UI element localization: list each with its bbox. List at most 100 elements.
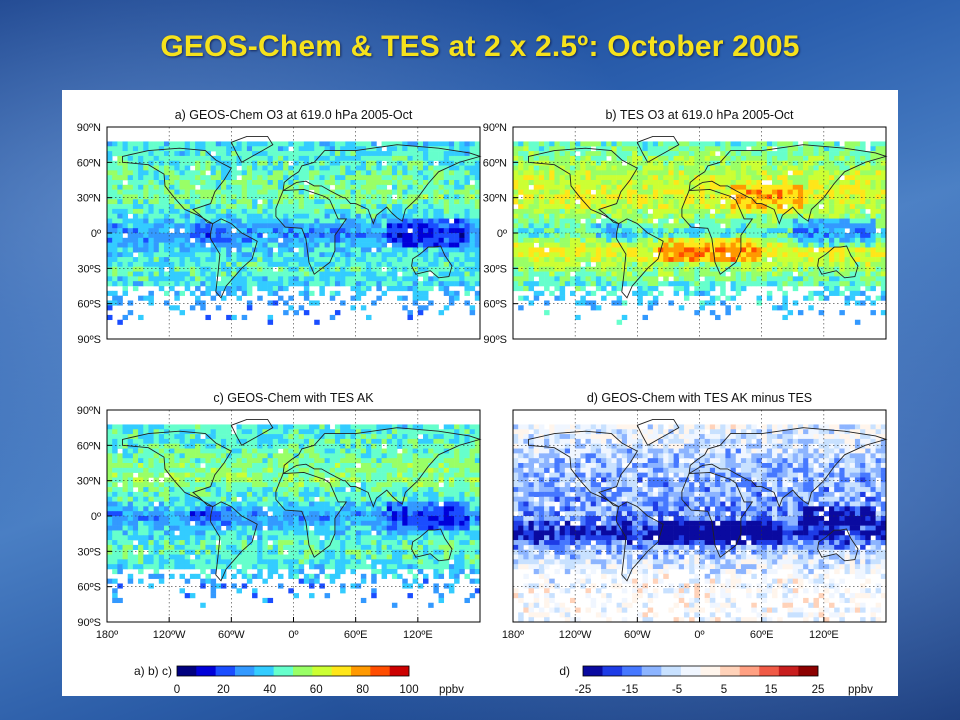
heatmap-cell xyxy=(474,228,481,234)
heatmap-cell xyxy=(360,189,367,195)
heatmap-cell xyxy=(663,160,669,166)
heatmap-cell xyxy=(469,310,476,316)
heatmap-cell xyxy=(215,151,222,157)
heatmap-cell xyxy=(324,424,331,430)
heatmap-cell xyxy=(345,223,351,229)
heatmap-cell xyxy=(647,146,654,152)
heatmap-cell xyxy=(642,314,648,321)
heatmap-cell xyxy=(319,290,325,296)
heatmap-cell xyxy=(428,160,434,166)
heatmap-cell xyxy=(803,295,809,301)
heatmap-cell xyxy=(117,438,123,445)
heatmap-cell xyxy=(448,237,455,243)
heatmap-cell xyxy=(189,424,196,430)
heatmap-cell xyxy=(875,281,882,287)
heatmap-cell xyxy=(132,155,139,162)
heatmap-cell xyxy=(391,199,398,205)
heatmap-cell xyxy=(854,223,861,229)
heatmap-cell xyxy=(668,189,674,195)
heatmap-cell xyxy=(860,141,866,147)
heatmap-cell xyxy=(459,438,465,445)
heatmap-cell xyxy=(709,218,716,224)
heatmap-cell xyxy=(746,237,752,243)
heatmap-cell xyxy=(611,233,617,239)
heatmap-cell xyxy=(854,276,861,282)
heatmap-cell xyxy=(590,237,597,243)
heatmap-cell xyxy=(642,242,648,248)
heatmap-cell xyxy=(423,281,429,287)
heatmap-cell xyxy=(340,281,346,287)
heatmap-cell xyxy=(391,160,398,166)
heatmap-cell xyxy=(241,266,248,272)
heatmap-cell xyxy=(220,170,227,176)
heatmap-cell xyxy=(397,160,403,166)
heatmap-cell xyxy=(616,295,623,301)
y-tick-label: 30ºN xyxy=(483,193,507,205)
heatmap-cell xyxy=(220,218,227,224)
heatmap-cell xyxy=(402,257,408,263)
heatmap-cell xyxy=(127,204,134,210)
heatmap-cell xyxy=(678,180,685,186)
heatmap-cell xyxy=(818,237,825,243)
heatmap-cell xyxy=(360,438,367,445)
heatmap-cell xyxy=(195,175,201,181)
heatmap-cell xyxy=(210,266,217,272)
heatmap-cell xyxy=(246,151,253,157)
heatmap-cell xyxy=(267,314,274,321)
heatmap-cell xyxy=(386,189,393,195)
heatmap-cell xyxy=(875,146,882,152)
heatmap-cell xyxy=(792,151,799,157)
heatmap-cell xyxy=(652,266,659,272)
heatmap-cell xyxy=(611,228,617,234)
heatmap-cell xyxy=(715,228,721,234)
heatmap-cell xyxy=(402,170,408,176)
heatmap-cell xyxy=(469,305,476,311)
heatmap-cell xyxy=(148,429,154,435)
heatmap-cell xyxy=(138,438,144,445)
heatmap-cell xyxy=(528,170,535,176)
heatmap-cell xyxy=(528,175,535,181)
heatmap-cell xyxy=(205,448,211,454)
heatmap-cell xyxy=(735,247,742,253)
heatmap-cell xyxy=(740,242,747,248)
heatmap-cell xyxy=(829,281,835,287)
heatmap-cell xyxy=(792,228,799,234)
heatmap-cell xyxy=(544,213,550,219)
heatmap-cell xyxy=(319,271,325,277)
heatmap-cell xyxy=(663,213,669,219)
heatmap-cell xyxy=(569,180,576,186)
heatmap-cell xyxy=(371,237,377,243)
heatmap-cell xyxy=(257,189,263,195)
heatmap-cell xyxy=(386,443,393,449)
heatmap-cell xyxy=(381,199,388,205)
heatmap-cell xyxy=(391,228,398,234)
heatmap-cell xyxy=(169,160,175,166)
heatmap-cell xyxy=(215,155,222,162)
heatmap-cell xyxy=(849,180,856,186)
heatmap-cell xyxy=(761,175,768,181)
heatmap-cell xyxy=(813,266,819,272)
heatmap-cell xyxy=(797,252,804,258)
heatmap-cell xyxy=(523,257,529,263)
heatmap-cell xyxy=(554,233,560,239)
heatmap-cell xyxy=(366,252,372,258)
heatmap-cell xyxy=(715,208,721,215)
heatmap-cell xyxy=(174,233,180,239)
heatmap-cell xyxy=(153,271,160,277)
heatmap-cell xyxy=(601,165,607,171)
heatmap-cell xyxy=(518,155,524,162)
heatmap-cell xyxy=(839,170,845,176)
heatmap-cell xyxy=(549,237,555,243)
heatmap-cell xyxy=(174,237,180,243)
heatmap-cell xyxy=(381,247,388,253)
heatmap-cell xyxy=(360,223,367,229)
heatmap-cell xyxy=(350,175,356,181)
heatmap-cell xyxy=(751,213,757,219)
heatmap-cell xyxy=(132,194,139,200)
heatmap-cell xyxy=(880,194,887,200)
heatmap-cell xyxy=(257,213,263,219)
heatmap-cell xyxy=(854,257,861,263)
heatmap-cell xyxy=(730,175,737,181)
heatmap-cell xyxy=(215,233,222,239)
heatmap-cell xyxy=(246,141,253,147)
